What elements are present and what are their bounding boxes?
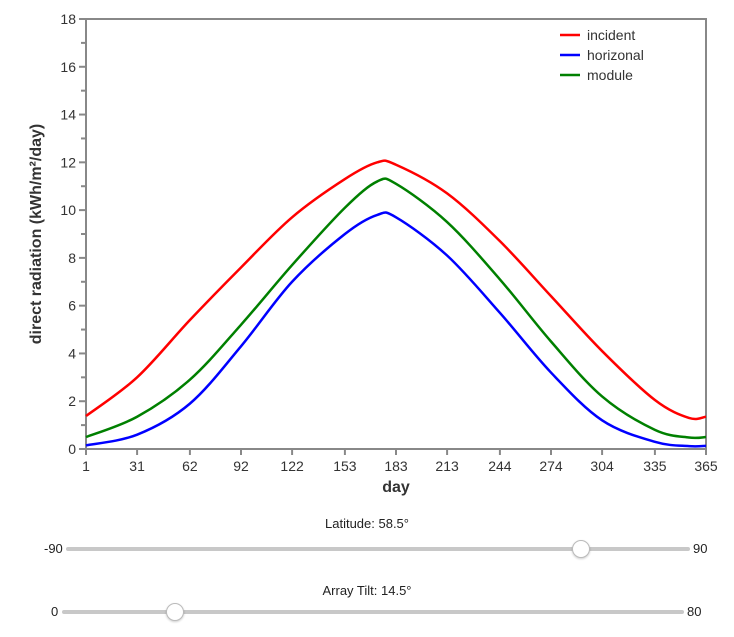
series-group [85, 159, 707, 448]
x-axis-title: day [382, 479, 410, 496]
y-tick-label: 16 [60, 59, 76, 75]
y-tick-label: 0 [68, 441, 76, 457]
latitude-slider-thumb[interactable] [571, 540, 590, 558]
y-tick-label: 2 [68, 393, 76, 409]
radiation-chart: 0 2 4 6 8 10 12 14 16 18 1 31 62 92 122 153 183 213 244 274… [28, 11, 718, 496]
x-tick-label: 153 [333, 458, 357, 474]
x-tick-label: 213 [435, 458, 459, 474]
y-axis-title: direct radiation (kWh/m²/day) [28, 124, 45, 344]
y-tick-label: 10 [60, 202, 76, 218]
y-tick-label: 6 [68, 298, 76, 314]
tilt-min-label: 0 [51, 604, 59, 619]
x-tick-label: 183 [384, 458, 408, 474]
legend-label-horizonal: horizonal [587, 47, 644, 63]
x-tick-label: 122 [280, 458, 304, 474]
tilt-label: Array Tilt: 14.5° [322, 583, 412, 598]
tilt-slider-thumb[interactable] [165, 603, 184, 621]
y-tick-label: 18 [60, 11, 76, 27]
x-tick-label: 62 [182, 458, 198, 474]
series-line-horizonal [85, 211, 707, 448]
x-tick-label: 31 [129, 458, 145, 474]
x-tick-label: 335 [643, 458, 667, 474]
tilt-slider-track[interactable] [62, 610, 684, 614]
latitude-min-label: -90 [44, 541, 63, 556]
latitude-max-label: 90 [693, 541, 708, 556]
y-tick-label: 12 [60, 154, 76, 170]
series-line-module [85, 177, 707, 440]
axes: 0 2 4 6 8 10 12 14 16 18 1 31 62 92 122 153 183 213 244 274… [60, 11, 717, 474]
legend-label-incident: incident [587, 27, 635, 43]
legend: incident horizonal module [560, 27, 644, 83]
latitude-slider-track[interactable] [66, 547, 690, 551]
x-tick-label: 1 [82, 458, 90, 474]
latitude-label: Latitude: 58.5° [325, 516, 409, 531]
x-tick-label: 92 [233, 458, 249, 474]
x-tick-label: 274 [539, 458, 563, 474]
series-line-incident [85, 159, 707, 421]
tilt-max-label: 80 [687, 604, 702, 619]
x-tick-label: 304 [590, 458, 614, 474]
legend-label-module: module [587, 67, 633, 83]
y-tick-label: 8 [68, 250, 76, 266]
y-tick-label: 14 [60, 107, 76, 123]
x-tick-label: 244 [488, 458, 512, 474]
plot-frame [85, 18, 707, 450]
x-tick-label: 365 [694, 458, 718, 474]
y-tick-label: 4 [68, 345, 76, 361]
